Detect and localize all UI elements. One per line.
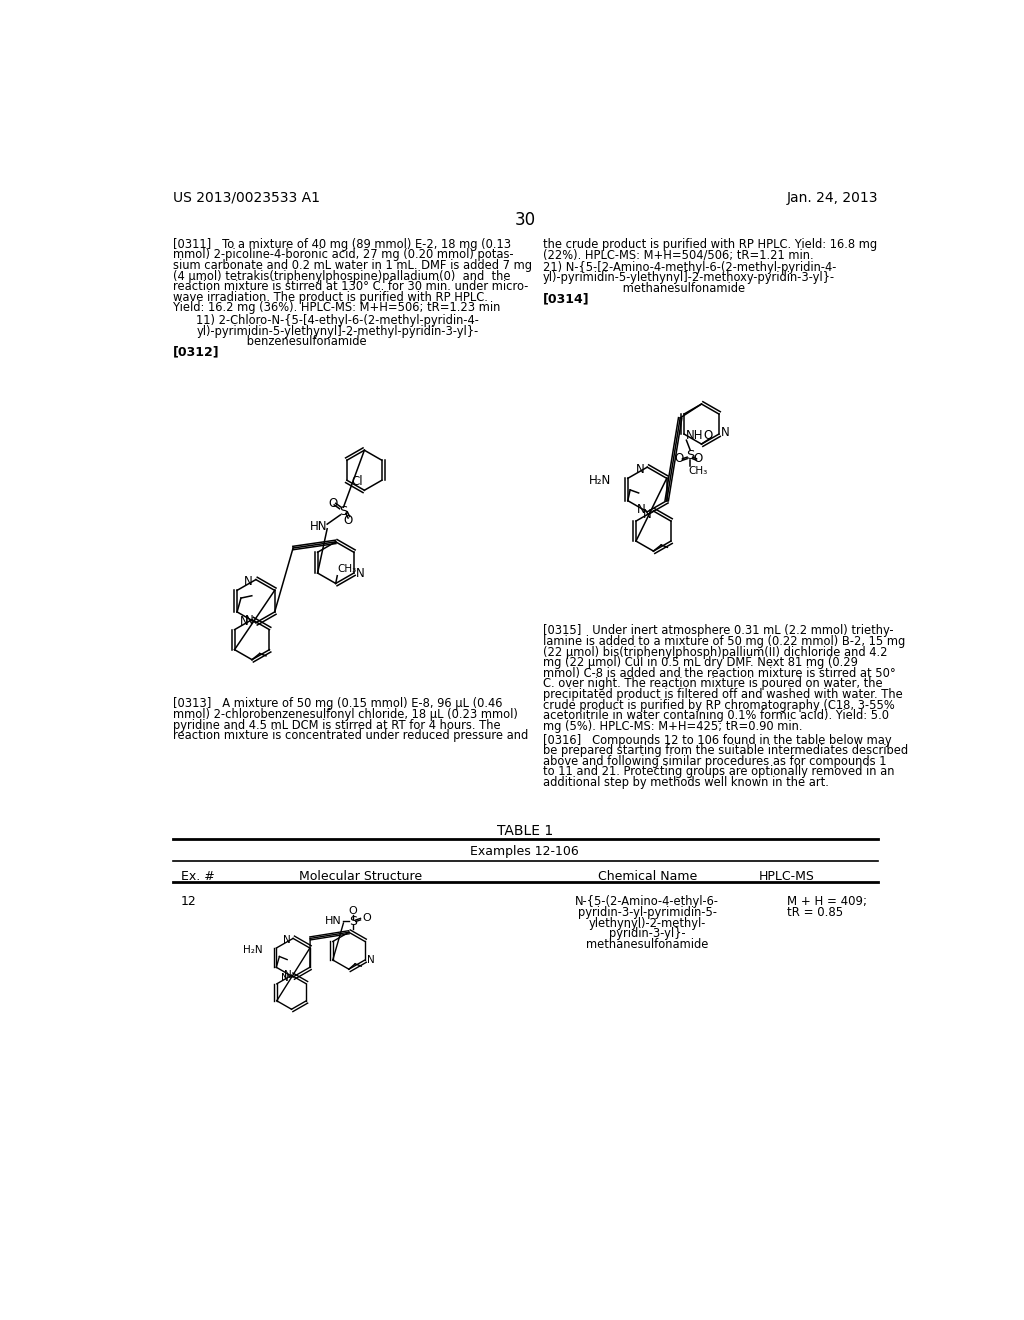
Text: O: O: [693, 453, 702, 465]
Text: 11) 2-Chloro-N-{5-[4-ethyl-6-(2-methyl-pyridin-4-: 11) 2-Chloro-N-{5-[4-ethyl-6-(2-methyl-p…: [197, 314, 479, 327]
Text: O: O: [343, 513, 352, 527]
Text: 21) N-{5-[2-Amino-4-methyl-6-(2-methyl-pyridin-4-: 21) N-{5-[2-Amino-4-methyl-6-(2-methyl-p…: [543, 261, 836, 273]
Text: ylethynyl)-2-methyl-: ylethynyl)-2-methyl-: [589, 916, 706, 929]
Text: above and following similar procedures as for compounds 1: above and following similar procedures a…: [543, 755, 886, 768]
Text: N: N: [283, 935, 291, 945]
Text: benzenesulfonamide: benzenesulfonamide: [197, 335, 367, 348]
Text: O: O: [362, 913, 371, 924]
Text: [0315]   Under inert atmosphere 0.31 mL (2.2 mmol) triethy-: [0315] Under inert atmosphere 0.31 mL (2…: [543, 624, 893, 638]
Text: precipitated product is filtered off and washed with water. The: precipitated product is filtered off and…: [543, 688, 902, 701]
Text: wave irradiation. The product is purified with RP HPLC.: wave irradiation. The product is purifie…: [173, 290, 487, 304]
Text: reaction mixture is stirred at 130° C. for 30 min. under micro-: reaction mixture is stirred at 130° C. f…: [173, 280, 528, 293]
Text: tR = 0.85: tR = 0.85: [786, 906, 843, 919]
Text: mg (22 μmol) CuI in 0.5 mL dry DMF. Next 81 mg (0.29: mg (22 μmol) CuI in 0.5 mL dry DMF. Next…: [543, 656, 857, 669]
Text: the crude product is purified with RP HPLC. Yield: 16.8 mg: the crude product is purified with RP HP…: [543, 238, 877, 251]
Text: pyridin-3-yl-pyrimidin-5-: pyridin-3-yl-pyrimidin-5-: [578, 906, 717, 919]
Text: [0311]   To a mixture of 40 mg (89 mmol) E-2, 18 mg (0.13: [0311] To a mixture of 40 mg (89 mmol) E…: [173, 238, 511, 251]
Text: C. over night. The reaction mixture is poured on water, the: C. over night. The reaction mixture is p…: [543, 677, 883, 690]
Text: O: O: [348, 906, 357, 916]
Text: to 11 and 21. Protecting groups are optionally removed in an: to 11 and 21. Protecting groups are opti…: [543, 766, 894, 779]
Text: CH₃: CH₃: [688, 466, 708, 477]
Text: H₂N: H₂N: [243, 945, 262, 954]
Text: reaction mixture is concentrated under reduced pressure and: reaction mixture is concentrated under r…: [173, 729, 528, 742]
Text: O: O: [328, 496, 337, 510]
Text: mmol) C-8 is added and the reaction mixture is stirred at 50°: mmol) C-8 is added and the reaction mixt…: [543, 667, 895, 680]
Text: 30: 30: [514, 211, 536, 228]
Text: NH: NH: [686, 429, 703, 442]
Text: Yield: 16.2 mg (36%). HPLC-MS: M+H=506; tR=1.23 min: Yield: 16.2 mg (36%). HPLC-MS: M+H=506; …: [173, 301, 501, 314]
Text: pyridine and 4.5 mL DCM is stirred at RT for 4 hours. The: pyridine and 4.5 mL DCM is stirred at RT…: [173, 718, 501, 731]
Text: Chemical Name: Chemical Name: [598, 870, 697, 883]
Text: mmol) 2-picoline-4-boronic acid, 27 mg (0.20 mmol) potas-: mmol) 2-picoline-4-boronic acid, 27 mg (…: [173, 248, 514, 261]
Text: methanesulfonamide: methanesulfonamide: [543, 282, 744, 296]
Text: N: N: [637, 503, 646, 516]
Text: S: S: [686, 449, 694, 462]
Text: Examples 12-106: Examples 12-106: [470, 845, 580, 858]
Text: crude product is purified by RP chromatography (C18, 3-55%: crude product is purified by RP chromato…: [543, 698, 894, 711]
Text: 12: 12: [180, 895, 197, 908]
Text: (4 μmol) tetrakis(triphenylphospine)palladium(0)  and  the: (4 μmol) tetrakis(triphenylphospine)pall…: [173, 269, 510, 282]
Text: yl)-pyrimidin-5-ylethynyl]-2-methyl-pyridin-3-yl}-: yl)-pyrimidin-5-ylethynyl]-2-methyl-pyri…: [197, 325, 478, 338]
Text: acetonitrile in water containing 0.1% formic acid). Yield: 5.0: acetonitrile in water containing 0.1% fo…: [543, 709, 889, 722]
Text: (22 μmol) bis(triphenylphosph)pallium(II) dichloride and 4.2: (22 μmol) bis(triphenylphosph)pallium(II…: [543, 645, 887, 659]
Text: Jan. 24, 2013: Jan. 24, 2013: [786, 190, 879, 205]
Text: H₂N: H₂N: [589, 474, 610, 487]
Text: lamine is added to a mixture of 50 mg (0.22 mmol) B-2, 15 mg: lamine is added to a mixture of 50 mg (0…: [543, 635, 905, 648]
Text: S: S: [349, 915, 356, 928]
Text: S: S: [339, 504, 347, 517]
Text: HPLC-MS: HPLC-MS: [759, 870, 815, 883]
Text: N: N: [643, 508, 652, 520]
Text: HN: HN: [326, 916, 342, 927]
Text: O: O: [703, 429, 713, 442]
Text: sium carbonate and 0.2 mL water in 1 mL. DMF is added 7 mg: sium carbonate and 0.2 mL water in 1 mL.…: [173, 259, 531, 272]
Text: [0314]: [0314]: [543, 293, 589, 305]
Text: N: N: [284, 970, 292, 981]
Text: TABLE 1: TABLE 1: [497, 825, 553, 838]
Text: N: N: [244, 574, 253, 587]
Text: M + H = 409;: M + H = 409;: [786, 895, 866, 908]
Text: CH₃: CH₃: [337, 564, 356, 574]
Text: [0316]   Compounds 12 to 106 found in the table below may: [0316] Compounds 12 to 106 found in the …: [543, 734, 891, 747]
Text: N: N: [282, 973, 289, 982]
Text: N: N: [245, 614, 254, 627]
Text: Cl: Cl: [351, 475, 362, 488]
Text: mg (5%). HPLC-MS: M+H=425; tR=0.90 min.: mg (5%). HPLC-MS: M+H=425; tR=0.90 min.: [543, 719, 802, 733]
Text: N: N: [636, 463, 645, 477]
Text: Ex. #: Ex. #: [180, 870, 214, 883]
Text: additional step by methods well known in the art.: additional step by methods well known in…: [543, 776, 828, 789]
Text: N: N: [241, 615, 249, 628]
Text: [0312]: [0312]: [173, 346, 219, 359]
Text: Molecular Structure: Molecular Structure: [299, 870, 422, 883]
Text: N: N: [368, 954, 375, 965]
Text: [0313]   A mixture of 50 mg (0.15 mmol) E-8, 96 μL (0.46: [0313] A mixture of 50 mg (0.15 mmol) E-…: [173, 697, 503, 710]
Text: methanesulfonamide: methanesulfonamide: [586, 937, 709, 950]
Text: mmol) 2-chlorobenzenesulfonyl chloride, 18 μL (0.23 mmol): mmol) 2-chlorobenzenesulfonyl chloride, …: [173, 708, 518, 721]
Text: N: N: [356, 566, 365, 579]
Text: pyridin-3-yl}-: pyridin-3-yl}-: [609, 927, 685, 940]
Text: HN: HN: [309, 520, 328, 533]
Text: US 2013/0023533 A1: US 2013/0023533 A1: [173, 190, 319, 205]
Text: N: N: [721, 426, 729, 440]
Text: (22%). HPLC-MS: M+H=504/506; tR=1.21 min.: (22%). HPLC-MS: M+H=504/506; tR=1.21 min…: [543, 248, 813, 261]
Text: be prepared starting from the suitable intermediates described: be prepared starting from the suitable i…: [543, 744, 907, 758]
Text: O: O: [675, 453, 684, 465]
Text: N-{5-(2-Amino-4-ethyl-6-: N-{5-(2-Amino-4-ethyl-6-: [575, 895, 719, 908]
Text: yl)-pyrimidin-5-ylethynyl]-2-methoxy-pyridin-3-yl}-: yl)-pyrimidin-5-ylethynyl]-2-methoxy-pyr…: [543, 272, 835, 284]
